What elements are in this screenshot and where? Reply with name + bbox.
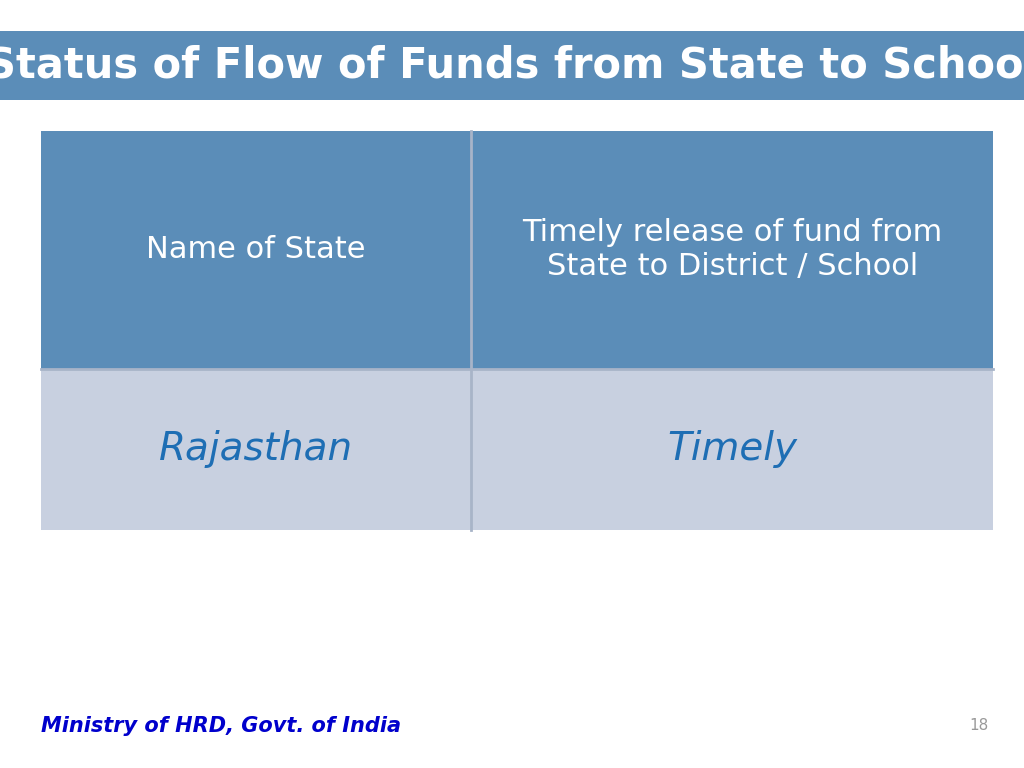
- Text: Name of State: Name of State: [146, 235, 366, 264]
- Bar: [0, 31, 1024, 100]
- Text: Timely release of fund from
State to District / School: Timely release of fund from State to Dis…: [522, 218, 942, 281]
- Bar: [41, 369, 993, 530]
- Text: 18: 18: [969, 718, 988, 733]
- Bar: [41, 131, 993, 369]
- Text: Rajasthan: Rajasthan: [159, 430, 353, 468]
- Text: Status of Flow of Funds from State to School: Status of Flow of Funds from State to Sc…: [0, 45, 1024, 86]
- Text: Timely: Timely: [668, 430, 797, 468]
- Text: Ministry of HRD, Govt. of India: Ministry of HRD, Govt. of India: [41, 716, 401, 736]
